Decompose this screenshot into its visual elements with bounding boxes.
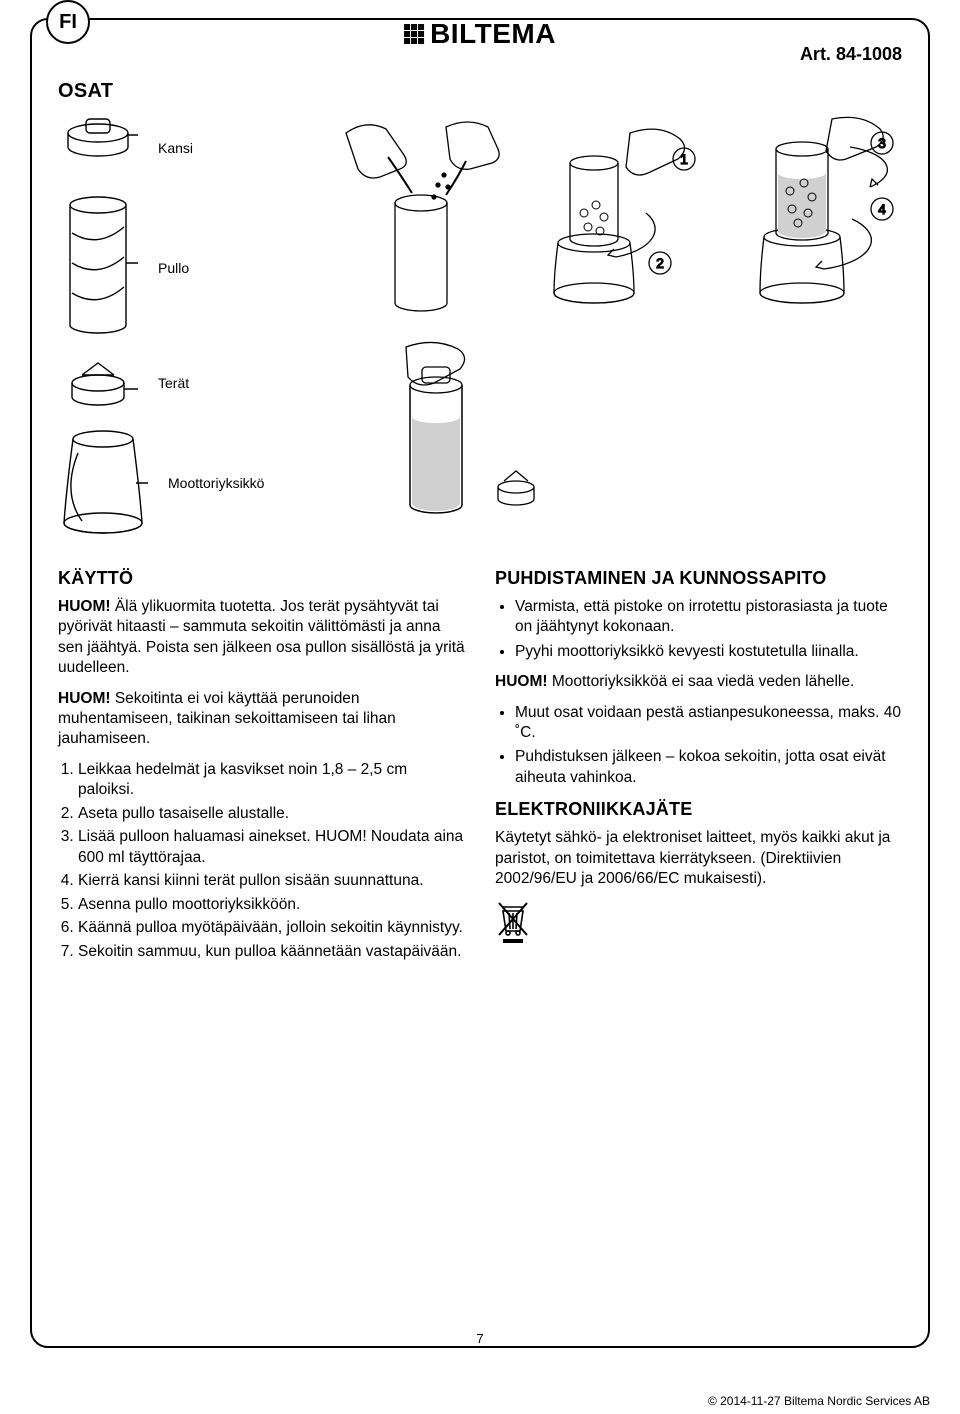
weee-heading: ELEKTRONIIKKAJÄTE — [495, 798, 902, 822]
weee-icon — [495, 899, 531, 943]
brand-logo: BILTEMA — [404, 18, 556, 50]
brand-squares-icon — [404, 24, 424, 44]
brand-text: BILTEMA — [430, 18, 556, 50]
right-column: PUHDISTAMINEN JA KUNNOSSAPITO Varmista, … — [495, 567, 902, 972]
text-columns: KÄYTTÖ HUOM! Älä ylikuormita tuotetta. J… — [58, 567, 902, 972]
list-item: Lisää pulloon haluamasi ainekset. HUOM! … — [78, 827, 465, 868]
svg-text:3: 3 — [878, 135, 886, 151]
part-item-motor: Moottoriyksikkö — [58, 423, 300, 543]
svg-text:1: 1 — [680, 151, 688, 167]
blend-illustration: 3 4 — [732, 113, 902, 323]
footer: © 2014-11-27 Biltema Nordic Services AB — [0, 1394, 960, 1408]
part-label: Moottoriyksikkö — [168, 475, 264, 491]
illustration-row-2 — [326, 337, 902, 527]
twist-on-base-illustration: 1 2 — [534, 113, 714, 323]
warn-text: Moottoriyksikköä ei saa viedä veden lähe… — [548, 673, 855, 690]
part-item-lid: Kansi — [58, 113, 300, 183]
page: FI BILTEMA Art. 84-1008 OSAT — [0, 0, 960, 1414]
part-item-blades: Terät — [58, 353, 300, 413]
usage-heading: KÄYTTÖ — [58, 567, 465, 591]
svg-text:2: 2 — [656, 255, 664, 271]
warn-label: HUOM! — [495, 673, 548, 690]
content-frame: FI BILTEMA Art. 84-1008 OSAT — [30, 18, 930, 1348]
left-column: KÄYTTÖ HUOM! Älä ylikuormita tuotetta. J… — [58, 567, 465, 972]
list-item: Muut osat voidaan pestä astianpesukonees… — [515, 703, 902, 744]
cleaning-heading: PUHDISTAMINEN JA KUNNOSSAPITO — [495, 567, 902, 591]
illustration-row-1: 1 2 — [326, 113, 902, 323]
pouring-illustration — [326, 113, 516, 323]
language-badge: FI — [46, 0, 90, 44]
warn-label: HUOM! — [58, 690, 111, 707]
list-item: Asenna pullo moottoriyksikköön. — [78, 895, 465, 915]
warn-text: Älä ylikuormita tuotetta. Jos terät pysä… — [58, 598, 465, 676]
cleaning-warning: HUOM! Moottoriyksikköä ei saa viedä vede… — [495, 672, 902, 692]
part-label: Terät — [158, 375, 189, 391]
motor-unit-icon — [58, 423, 148, 543]
part-label: Kansi — [158, 140, 193, 156]
list-item: Leikkaa hedelmät ja kasvikset noin 1,8 –… — [78, 760, 465, 801]
weee-text: Käytetyt sähkö- ja elektroniset laitteet… — [495, 828, 902, 889]
parts-list: Kansi Pullo — [58, 113, 300, 553]
page-number: 7 — [468, 1331, 491, 1346]
top-bar: BILTEMA Art. 84-1008 — [58, 34, 902, 74]
part-item-bottle: Pullo — [58, 193, 300, 343]
parts-heading: OSAT — [58, 80, 902, 103]
list-item: Aseta pullo tasaiselle alustalle. — [78, 804, 465, 824]
list-item: Puhdistuksen jälkeen – kokoa sekoitin, j… — [515, 747, 902, 788]
illustrations: 1 2 — [326, 113, 902, 553]
copyright: © 2014-11-27 Biltema Nordic Services AB — [708, 1394, 930, 1408]
usage-warning-2: HUOM! Sekoitinta ei voi käyttää perunoid… — [58, 689, 465, 750]
cleaning-list-b: Muut osat voidaan pestä astianpesukonees… — [495, 703, 902, 789]
svg-text:4: 4 — [878, 201, 886, 217]
blades-icon — [58, 353, 138, 413]
list-item: Sekoitin sammuu, kun pulloa käännetään v… — [78, 942, 465, 962]
usage-warning-1: HUOM! Älä ylikuormita tuotetta. Jos terä… — [58, 597, 465, 679]
list-item: Kierrä kansi kiinni terät pullon sisään … — [78, 871, 465, 891]
carry-bottle-illustration — [366, 337, 566, 527]
list-item: Varmista, että pistoke on irrotettu pist… — [515, 597, 902, 638]
lid-icon — [58, 113, 138, 183]
cleaning-list-a: Varmista, että pistoke on irrotettu pist… — [495, 597, 902, 662]
part-label: Pullo — [158, 260, 189, 276]
usage-steps: Leikkaa hedelmät ja kasvikset noin 1,8 –… — [58, 760, 465, 962]
bottle-icon — [58, 193, 138, 343]
warn-label: HUOM! — [58, 598, 111, 615]
list-item: Käännä pulloa myötäpäivään, jolloin seko… — [78, 918, 465, 938]
article-number: Art. 84-1008 — [800, 44, 902, 65]
list-item: Pyyhi moottoriyksikkö kevyesti kostutetu… — [515, 642, 902, 662]
parts-row: Kansi Pullo — [58, 113, 902, 553]
